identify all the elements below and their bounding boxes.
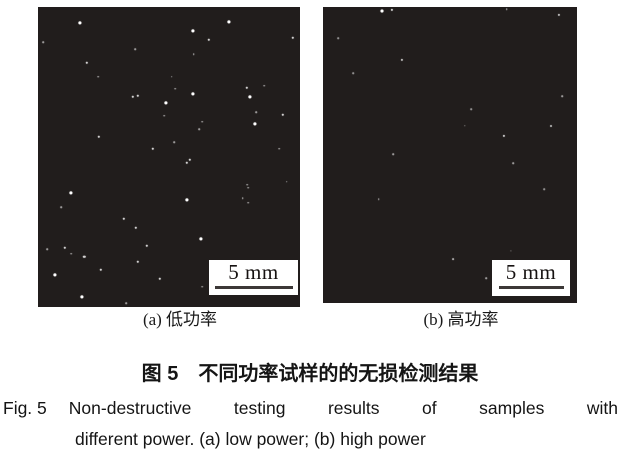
defect-dot: [201, 286, 203, 288]
defect-dot: [82, 255, 86, 259]
defect-dot: [278, 148, 280, 150]
defect-dot: [380, 9, 384, 13]
defect-dot: [151, 147, 155, 151]
defect-dot: [464, 125, 466, 127]
defect-dot: [263, 85, 265, 87]
defect-dot: [191, 29, 195, 33]
scale-bar-label-b: 5 mm: [505, 260, 557, 284]
defect-dot: [452, 257, 454, 260]
defect-dot: [122, 217, 126, 221]
defect-dot: [242, 197, 244, 199]
defect-dot: [131, 95, 135, 99]
figure-number-label: Fig. 5: [3, 398, 47, 418]
scale-bar-label-a: 5 mm: [228, 260, 279, 284]
defect-dot: [136, 260, 140, 264]
defect-dot: [253, 122, 257, 126]
figure-caption-zh: 图 5 不同功率试样的的无损检测结果: [141, 363, 479, 385]
defect-dot: [42, 41, 44, 43]
defect-dot: [352, 72, 354, 74]
defect-dot: [550, 124, 553, 127]
defect-dot: [173, 141, 175, 143]
ndt-image-panel-b: 5 mm: [323, 7, 577, 303]
scale-bar-line-b: [498, 286, 564, 289]
figure-caption-en-line2: different power. (a) low power; (b) high…: [75, 429, 426, 449]
subcaption-b: (b) 高功率: [423, 310, 499, 329]
scale-bar-line-a: [214, 286, 293, 289]
defect-dot: [70, 253, 72, 255]
defect-dot: [69, 191, 73, 195]
defect-dot: [390, 8, 394, 12]
defect-dot: [485, 277, 487, 279]
defect-dot: [227, 20, 231, 24]
defect-dot: [400, 58, 404, 62]
defect-dot: [245, 86, 249, 90]
defect-dot: [199, 237, 203, 241]
defect-dot: [246, 184, 248, 186]
defect-dot: [291, 36, 295, 40]
defect-dot: [337, 37, 339, 39]
defect-dot: [99, 268, 103, 272]
defect-dot: [125, 302, 127, 304]
defect-dot: [136, 94, 140, 98]
defect-dot: [281, 113, 285, 117]
defect-dot: [171, 76, 173, 78]
defect-dot: [248, 95, 252, 99]
defect-dot: [470, 108, 472, 110]
defect-dot: [188, 158, 192, 162]
defect-dot: [185, 161, 189, 165]
defect-dot: [286, 181, 288, 183]
defect-dot: [392, 153, 394, 155]
defect-dot: [510, 250, 512, 252]
defect-dot: [85, 61, 89, 65]
defect-dot: [63, 246, 67, 250]
defect-dot: [543, 188, 545, 190]
defect-dot: [557, 13, 561, 17]
defect-dot: [145, 244, 149, 248]
figure-caption-en-text: Non-destructive testing results of sampl…: [68, 398, 618, 418]
scale-bar-b: 5 mm: [492, 260, 570, 296]
defect-dot: [46, 248, 48, 250]
defect-dot: [503, 134, 506, 138]
defect-dot: [185, 198, 189, 202]
defect-dot: [378, 198, 380, 200]
defect-dot: [191, 92, 195, 96]
defect-dot: [207, 38, 211, 42]
defect-dot: [512, 162, 514, 164]
defect-dot: [255, 111, 257, 113]
defect-dot: [97, 135, 101, 139]
defect-dot: [561, 95, 563, 97]
defect-dot: [80, 295, 84, 299]
defect-dot: [60, 206, 62, 208]
defect-dot: [134, 226, 138, 230]
scale-bar-a: 5 mm: [209, 260, 298, 295]
defect-dot: [97, 76, 99, 78]
defect-dot: [193, 53, 195, 55]
figure-caption-en-line1: Fig. 5 Non-destructive testing results o…: [3, 396, 618, 420]
defect-dot: [201, 121, 203, 123]
defect-dot: [506, 8, 508, 10]
defect-dot: [163, 115, 165, 117]
defect-dot: [247, 187, 249, 189]
defect-dot: [134, 48, 136, 50]
defect-dot: [198, 128, 200, 130]
defect-dot: [53, 273, 57, 277]
defect-dot: [158, 277, 162, 281]
subcaption-a: (a) 低功率: [142, 310, 218, 329]
defect-dot: [78, 21, 82, 25]
defect-dot: [247, 202, 249, 204]
defect-dot: [164, 101, 168, 105]
defect-dot: [174, 88, 176, 90]
ndt-image-panel-a: 5 mm: [38, 7, 300, 307]
